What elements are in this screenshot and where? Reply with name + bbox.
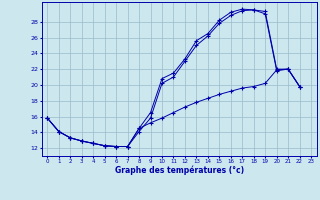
X-axis label: Graphe des températures (°c): Graphe des températures (°c) <box>115 166 244 175</box>
